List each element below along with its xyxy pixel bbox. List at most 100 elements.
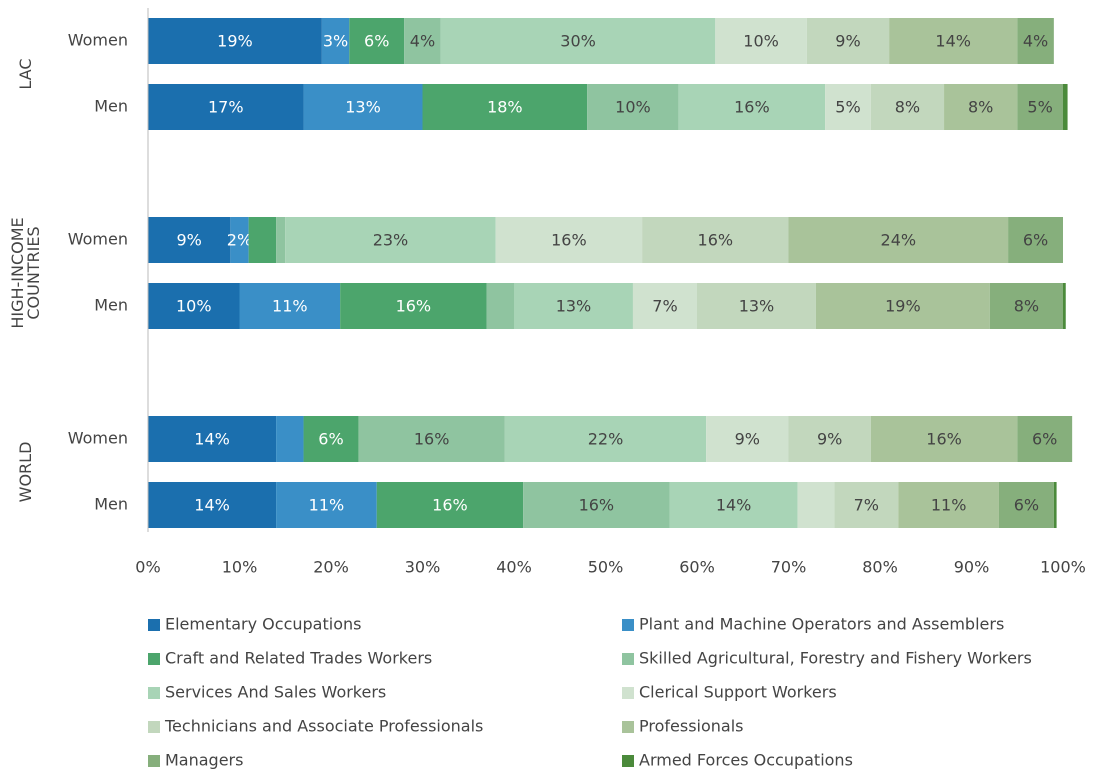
bar-segment: [340, 283, 487, 329]
bar-segment: [276, 416, 304, 462]
bar-segment: [825, 84, 871, 130]
x-tick-label: 60%: [679, 558, 715, 577]
category-label: Men: [94, 296, 128, 315]
legend-label: Elementary Occupations: [165, 615, 361, 634]
bar-segment: [944, 84, 1018, 130]
bar-segment: [788, 217, 1009, 263]
bar-segment: [678, 84, 826, 130]
value-label: 9%: [817, 430, 842, 449]
bar-segment: [642, 217, 789, 263]
value-label: 13%: [739, 297, 775, 316]
legend-swatch: [622, 619, 634, 631]
legend-swatch: [622, 653, 634, 665]
category-label: Women: [68, 31, 128, 50]
value-label: 10%: [615, 98, 651, 117]
value-label: 18%: [487, 98, 523, 117]
bar-segment: [148, 84, 304, 130]
bar-segment: [889, 18, 1018, 64]
bar-segment: [404, 18, 441, 64]
bar-segment: [422, 84, 588, 130]
value-label: 4%: [410, 32, 435, 51]
value-label: 30%: [560, 32, 596, 51]
bar-segment: [148, 283, 240, 329]
value-label: 16%: [579, 496, 615, 515]
legend-swatch: [622, 721, 634, 733]
bar-segment: [230, 217, 249, 263]
group-label-line: LAC: [16, 58, 35, 89]
bar-segment: [358, 416, 505, 462]
value-label: 14%: [935, 32, 971, 51]
category-label: Women: [68, 429, 128, 448]
bar-segment: [989, 283, 1063, 329]
value-label: 19%: [885, 297, 921, 316]
legend-swatch: [148, 687, 160, 699]
bar-segment: [834, 482, 899, 528]
bar-segment: [504, 416, 707, 462]
x-tick-label: 100%: [1040, 558, 1086, 577]
value-label: 23%: [373, 231, 409, 250]
value-label: 16%: [432, 496, 468, 515]
legend-swatch: [622, 755, 634, 767]
value-label: 6%: [1014, 496, 1039, 515]
bar-segment: [1017, 84, 1063, 130]
bar-segment: [514, 283, 633, 329]
legend-swatch: [148, 755, 160, 767]
value-label: 16%: [698, 231, 734, 250]
group-label-line: COUNTRIES: [24, 226, 43, 319]
legend-swatch: [148, 653, 160, 665]
bar-segment: [1053, 482, 1057, 528]
legend-label: Skilled Agricultural, Forestry and Fishe…: [639, 649, 1032, 668]
group-label-line: HIGH-INCOME: [8, 217, 27, 328]
legend-label: Plant and Machine Operators and Assemble…: [639, 615, 1004, 634]
value-label: 2%: [227, 231, 252, 250]
bar-segment: [998, 482, 1054, 528]
x-tick-label: 10%: [222, 558, 258, 577]
group-label: WORLD: [16, 442, 35, 503]
value-label: 4%: [1023, 32, 1048, 51]
value-label: 11%: [309, 496, 345, 515]
value-label: 16%: [414, 430, 450, 449]
value-label: 22%: [588, 430, 624, 449]
bar-segment: [303, 416, 359, 462]
value-label: 17%: [208, 98, 244, 117]
bar-segment: [285, 217, 496, 263]
value-label: 16%: [551, 231, 587, 250]
bar-segment: [276, 217, 286, 263]
bar-segment: [148, 217, 231, 263]
bar-segment: [1063, 283, 1066, 329]
value-label: 6%: [1023, 231, 1048, 250]
legend-label: Services And Sales Workers: [165, 683, 386, 702]
bar-segment: [815, 283, 990, 329]
value-label: 7%: [854, 496, 879, 515]
bar-segment: [632, 283, 697, 329]
legend-swatch: [148, 721, 160, 733]
bar-segment: [806, 18, 890, 64]
legend-label: Technicians and Associate Professionals: [164, 717, 483, 736]
category-label: Women: [68, 230, 128, 249]
category-label: Men: [94, 495, 128, 514]
legend-swatch: [148, 619, 160, 631]
group-label: LAC: [16, 58, 35, 89]
value-label: 10%: [176, 297, 212, 316]
x-tick-label: 40%: [496, 558, 532, 577]
x-tick-label: 80%: [862, 558, 898, 577]
legend-label: Craft and Related Trades Workers: [165, 649, 432, 668]
group-label: HIGH-INCOMECOUNTRIES: [8, 217, 43, 328]
x-tick-label: 70%: [771, 558, 807, 577]
value-label: 3%: [323, 32, 348, 51]
value-label: 13%: [556, 297, 592, 316]
bar-segment: [440, 18, 716, 64]
x-tick-label: 20%: [313, 558, 349, 577]
value-label: 24%: [881, 231, 917, 250]
legend-swatch: [622, 687, 634, 699]
x-tick-label: 90%: [954, 558, 990, 577]
bar-segment: [495, 217, 643, 263]
bar-segment: [870, 416, 1018, 462]
bar-segment: [248, 217, 277, 263]
bar-segment: [1017, 18, 1054, 64]
x-tick-label: 50%: [588, 558, 624, 577]
value-label: 19%: [217, 32, 253, 51]
bar-segment: [349, 18, 405, 64]
group-label-line: WORLD: [16, 442, 35, 503]
bar-segment: [1063, 84, 1068, 130]
